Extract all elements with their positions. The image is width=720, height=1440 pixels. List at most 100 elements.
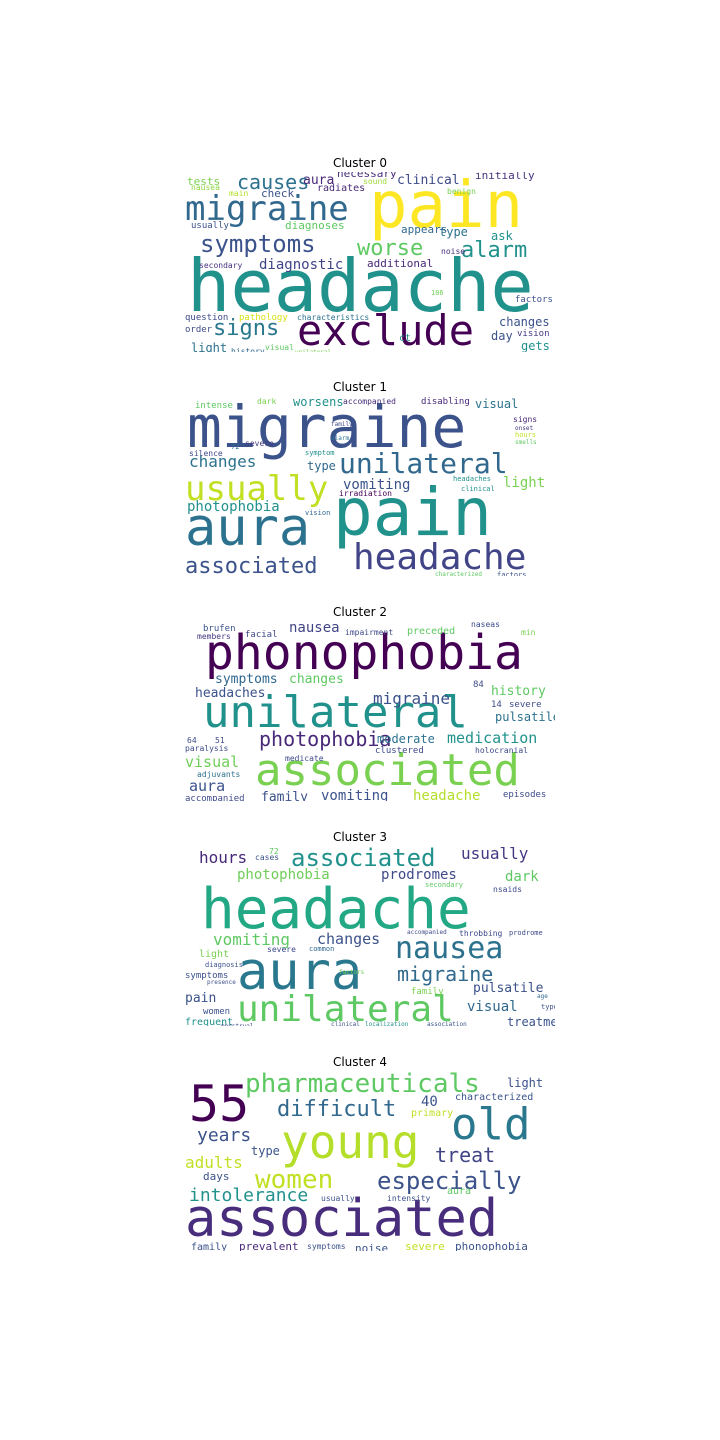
word: min [521,628,536,637]
word: days [203,1170,230,1183]
cloud-title-4: Cluster 4 [332,1055,388,1069]
word: pathology [239,313,288,323]
word: 40 [421,1094,438,1110]
word: headache [187,244,534,328]
word: diagnosis [205,961,243,969]
word: light [199,949,230,960]
word: visual [265,343,294,352]
word: vomiting [321,788,389,801]
word: 106 [431,289,444,297]
word: 72 [269,847,279,856]
word: alarm [461,238,528,263]
word: unilateral [295,350,331,353]
word-cloud-3: headache aura unilateral nausea associat… [185,846,555,1026]
word: characterized [455,1092,534,1103]
word: intensity [387,1194,431,1203]
word: aura [237,942,363,1002]
word: exclude [297,306,475,352]
word: symptoms [215,672,278,687]
word: throbbing [459,929,503,938]
word: type [541,1003,555,1011]
word: headache [353,537,527,576]
word: family [191,1242,228,1252]
word: associated [255,745,520,796]
word: holocranial [475,746,528,755]
word: signs [513,415,538,424]
word: headaches [453,475,491,483]
word: additional [367,257,434,270]
word: aura [185,498,311,558]
word: cases [255,853,280,862]
word: dark [505,869,539,885]
word: phonophobia [455,1240,528,1251]
word: family [261,790,308,801]
word: aura [447,1186,472,1197]
word: adjuvants [197,770,241,779]
word: accompanied [407,929,447,936]
word: difficult [277,1097,397,1122]
word: type [307,459,336,473]
word: 14 [491,700,502,710]
word: severe [509,700,542,710]
word: brufen [203,624,236,634]
cloud-title-2: Cluster 2 [332,605,388,619]
word: aura [189,777,226,795]
word: history [231,347,265,353]
word: migraine [185,189,349,229]
word: associated [185,1189,499,1249]
word: visual [467,999,518,1015]
word-cloud-0: headache pain exclude migraine symptoms … [185,172,555,352]
word: frequent [185,1017,234,1027]
word: 72 [231,443,240,451]
word: severe [405,1240,445,1251]
word: nausea [289,621,340,636]
word: secondary [425,881,463,889]
word: young [281,1115,420,1169]
word: ask [491,229,513,243]
word: impairment [345,628,394,637]
word: 84 [473,680,484,690]
word: pulsatile [473,981,544,996]
word: migraine [373,689,451,708]
word: women [203,1007,231,1017]
word: characteristics [297,313,370,322]
word: years [197,1125,252,1146]
word: vomiting [343,477,411,493]
word-cloud-4: associated young old 55 pharmaceuticals … [185,1071,555,1251]
word: ct [399,333,412,344]
word: especially [377,1167,522,1195]
word: menstrual [221,1024,254,1027]
word: accompanied [185,794,245,802]
word: pain [185,991,217,1006]
word: diagnostic [259,257,344,273]
word: main [229,189,249,198]
word: usually [461,846,529,863]
word: family [331,421,353,428]
word: factors [339,969,365,976]
word: necessary [337,172,397,180]
word: photophobia [187,499,280,515]
word: nausea [191,183,220,192]
word: symptoms [185,971,229,981]
word: factors [497,571,527,577]
word: usually [321,1194,355,1203]
word: headache [201,877,471,942]
word: symptom [305,449,335,457]
word: treatment [507,1015,555,1026]
word: disabling [421,397,470,407]
word: radiates [317,183,366,194]
word: appears [401,223,448,236]
word: prodromes [381,867,457,883]
word: usually [185,469,329,509]
word: naseas [471,621,500,629]
word: association [427,1021,467,1027]
word: unilateral [339,447,508,480]
word: 51 [215,736,225,745]
word: hours [199,848,248,867]
word: visual [475,397,519,411]
word: noise [441,247,466,256]
word: signs [213,316,280,341]
word: clinical [331,1021,360,1027]
word: adults [185,1153,243,1172]
word: paralysis [185,744,229,753]
